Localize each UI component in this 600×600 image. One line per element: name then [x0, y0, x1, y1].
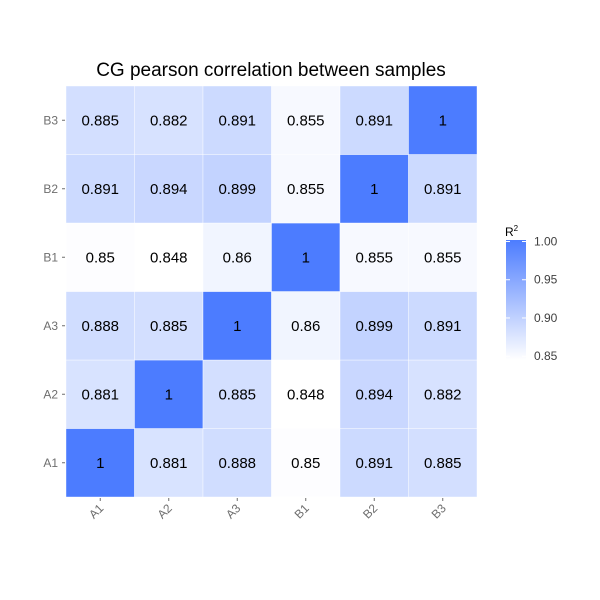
heatmap-cell-label: 0.885 [81, 112, 119, 129]
heatmap-cell [339, 85, 409, 155]
heatmap-cell-label: 0.86 [223, 249, 252, 266]
heatmap-cell [271, 359, 341, 429]
heatmap-cell-label: 1 [302, 249, 310, 266]
heatmap-cell [271, 85, 341, 155]
heatmap-cell [339, 428, 409, 498]
x-tick-label: A2 [155, 501, 176, 522]
heatmap-cell-label: 0.85 [86, 249, 115, 266]
heatmap-cell [271, 154, 341, 224]
heatmap-cell [65, 154, 135, 224]
heatmap-cell-label: 1 [165, 386, 173, 403]
heatmap-cell-label: 1 [96, 455, 104, 472]
heatmap-cell-label: 0.855 [287, 112, 325, 129]
legend-colorbar [506, 240, 526, 360]
heatmap-cell-label: 0.848 [150, 249, 188, 266]
heatmap-cell-label: 1 [233, 318, 241, 335]
y-tick-label: A1 [43, 456, 58, 470]
heatmap-cell [339, 154, 409, 224]
legend: R2 1.00 0.95 0.90 0.85 [505, 224, 558, 363]
heatmap-cell [271, 428, 341, 498]
heatmap-cell [202, 154, 272, 224]
x-tick-label: B3 [429, 501, 450, 522]
heatmap-cell [65, 222, 135, 292]
heatmap-cell [408, 85, 478, 155]
x-tick-label: A1 [86, 501, 107, 522]
y-axis: A1 A2 A3 B1 B2 B3 [43, 113, 65, 470]
heatmap-cell-label: 0.86 [291, 318, 320, 335]
heatmap-cells [65, 85, 478, 498]
heatmap-cell-label: 0.885 [424, 455, 462, 472]
heatmap-cell [134, 359, 204, 429]
legend-title-superscript: 2 [514, 224, 519, 233]
heatmap-cell-label: 0.85 [291, 455, 320, 472]
heatmap-cell-label: 0.899 [218, 181, 256, 198]
heatmap-cell [65, 291, 135, 361]
heatmap-cell [408, 428, 478, 498]
heatmap-cell [202, 359, 272, 429]
x-tick-label: A3 [223, 501, 244, 522]
heatmap-cell-label: 0.855 [355, 249, 393, 266]
heatmap-cell-label: 1 [370, 181, 378, 198]
heatmap-cell-label: 0.888 [81, 318, 119, 335]
legend-ticks: 1.00 0.95 0.90 0.85 [506, 235, 558, 363]
y-tick-label: B1 [43, 250, 58, 264]
heatmap-cell [65, 428, 135, 498]
heatmap-cell-label: 0.885 [150, 318, 188, 335]
legend-tick-label: 0.85 [534, 349, 558, 363]
heatmap-cell-label: 0.894 [150, 181, 188, 198]
heatmap-cell [202, 291, 272, 361]
heatmap-cell-label: 0.881 [150, 455, 188, 472]
heatmap-cell-label: 0.882 [150, 112, 188, 129]
heatmap-cell [408, 154, 478, 224]
heatmap-cell [134, 154, 204, 224]
heatmap-cell-label: 0.855 [287, 181, 325, 198]
legend-tick-label: 0.90 [534, 311, 558, 325]
legend-tick-label: 0.95 [534, 273, 558, 287]
heatmap-cell-label: 0.855 [424, 249, 462, 266]
heatmap-cell [408, 291, 478, 361]
heatmap-cell [408, 222, 478, 292]
x-tick-label: B1 [292, 501, 313, 522]
heatmap-cell [339, 222, 409, 292]
heatmap-cell-label: 0.888 [218, 455, 256, 472]
y-tick-label: B2 [43, 182, 58, 196]
heatmap-cell-label: 1 [439, 112, 447, 129]
y-tick-label: A2 [43, 387, 58, 401]
heatmap-cell-label: 0.885 [218, 386, 256, 403]
heatmap-cell [408, 359, 478, 429]
heatmap-cell [134, 428, 204, 498]
heatmap-cell [271, 291, 341, 361]
x-tick-label: B2 [360, 501, 381, 522]
heatmap-cell [339, 291, 409, 361]
heatmap-cell [134, 222, 204, 292]
heatmap-cell-label: 0.881 [81, 386, 119, 403]
legend-title-base: R [505, 225, 514, 239]
legend-tick-label: 1.00 [534, 235, 558, 249]
heatmap-cell [65, 359, 135, 429]
chart-title: CG pearson correlation between samples [96, 60, 446, 81]
legend-title: R2 [505, 224, 519, 239]
x-axis: A1 A2 A3 B1 B2 B3 [86, 498, 449, 522]
heatmap-cell [202, 222, 272, 292]
heatmap-cell-label: 0.899 [355, 318, 393, 335]
heatmap-cell-label: 0.891 [355, 112, 393, 129]
heatmap-cell-label: 0.891 [424, 181, 462, 198]
heatmap-cell-label: 0.882 [424, 386, 462, 403]
heatmap-cell-label: 0.891 [218, 112, 256, 129]
y-tick-label: B3 [43, 113, 58, 127]
heatmap-cell-label: 0.891 [355, 455, 393, 472]
heatmap-cell-labels: 1 0.881 0.888 0.85 0.891 0.885 0.881 1 0.885 0.84… [81, 112, 461, 472]
heatmap-cell-label: 0.894 [355, 386, 393, 403]
y-tick-label: A3 [43, 319, 58, 333]
heatmap-cell [65, 85, 135, 155]
heatmap-cell-label: 0.891 [81, 181, 119, 198]
heatmap-cell-label: 0.891 [424, 318, 462, 335]
heatmap-cell-label: 0.848 [287, 386, 325, 403]
